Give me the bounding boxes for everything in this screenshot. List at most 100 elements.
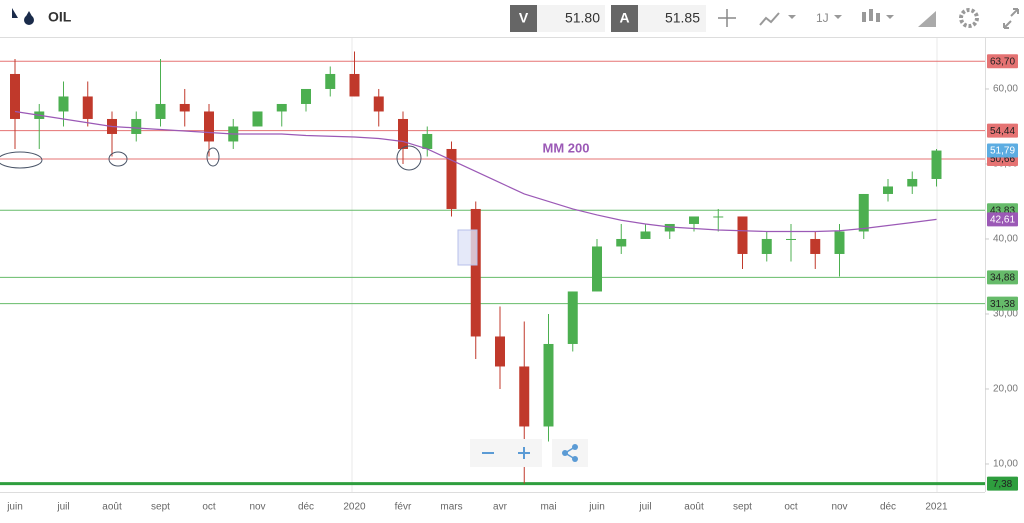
y-tick-label: 30,00	[993, 309, 1018, 320]
logo	[12, 8, 34, 25]
price-badge-label: 31,38	[990, 299, 1015, 310]
candle-body	[276, 103, 287, 112]
candle-body	[664, 223, 675, 232]
x-tick-label: mars	[440, 502, 462, 513]
price-badge-label: 63,70	[990, 56, 1015, 67]
ask-button[interactable]	[611, 5, 638, 32]
candle-body	[713, 216, 724, 218]
crosshair-button[interactable]	[718, 9, 736, 27]
ask-label: A	[619, 10, 629, 26]
dropdown	[886, 15, 894, 19]
price-badge	[987, 476, 1018, 491]
x-tick-label: août	[684, 502, 704, 513]
x-tick-label: sept	[733, 502, 752, 513]
y-tick-label: 40,00	[993, 234, 1018, 245]
candle-body	[858, 193, 869, 232]
zoom-controls	[470, 439, 588, 467]
price-badge-label: 43,83	[990, 205, 1015, 216]
candle-body	[446, 148, 457, 209]
price-badge-label: 42,61	[990, 215, 1015, 226]
dropdown	[788, 15, 796, 19]
price-badge-label: 34,88	[990, 273, 1015, 284]
x-tick-label: déc	[880, 502, 896, 513]
candle-body	[737, 216, 748, 254]
y-tick-label: 20,00	[993, 384, 1018, 395]
candle-body	[786, 238, 796, 240]
ask: 51.85	[665, 10, 700, 26]
candle-body	[519, 366, 530, 427]
candle-body	[592, 246, 602, 292]
candle-body	[325, 73, 336, 89]
settings-button[interactable]	[959, 8, 979, 28]
plot	[0, 51, 985, 486]
bid-box	[537, 5, 605, 32]
bid-label: V	[519, 10, 529, 26]
candle-body	[301, 88, 311, 104]
price-badge	[987, 143, 1018, 158]
candle-body	[131, 118, 142, 134]
x-tick-label: juil	[56, 502, 69, 513]
dropdown	[834, 15, 842, 19]
candle-button[interactable]	[862, 9, 880, 22]
zoom-bar	[470, 439, 542, 467]
share-button[interactable]	[562, 444, 578, 462]
price-badge-label: 54,44	[990, 126, 1015, 137]
candle-body	[252, 111, 263, 127]
price-badge	[987, 296, 1018, 311]
price-badge-label: 51,79	[990, 146, 1015, 157]
bid: 51.80	[565, 10, 600, 26]
symbol: OIL	[48, 9, 72, 25]
price-badge-label: 50,66	[990, 154, 1015, 165]
price-badge	[987, 212, 1018, 227]
fullscreen-button[interactable]	[1003, 8, 1019, 29]
x-tick-label: oct	[784, 502, 798, 513]
y-tick-label: 60,00	[993, 84, 1018, 95]
candle-body	[543, 343, 554, 427]
share-box	[552, 439, 588, 467]
candle-body	[495, 336, 505, 367]
candle-body	[349, 73, 360, 97]
moving-average	[14, 110, 937, 233]
candle-body	[567, 291, 578, 344]
price-badge	[987, 270, 1018, 285]
bid-button[interactable]	[510, 5, 537, 32]
draw-button[interactable]	[918, 11, 936, 27]
candle-body	[82, 96, 93, 119]
gap-box	[457, 229, 478, 266]
x-tick-label: sept	[151, 502, 170, 513]
period-button[interactable]: 1J	[816, 11, 829, 25]
chart-type-button[interactable]	[759, 12, 780, 26]
price-badge	[987, 54, 1018, 69]
x-tick-label: juin	[6, 502, 23, 513]
x-tick-label: nov	[249, 502, 265, 513]
candle-body	[10, 73, 20, 119]
zoom-in[interactable]	[518, 447, 530, 459]
candle-body	[907, 178, 918, 187]
candle-body	[398, 118, 408, 149]
x-tick-label: avr	[493, 502, 508, 513]
x-tick-label: 2020	[343, 502, 366, 513]
y-tick-label: 10,00	[993, 459, 1018, 470]
price-badge	[987, 123, 1018, 138]
candle-body	[810, 238, 821, 254]
x-tick-label: juin	[588, 502, 605, 513]
x-tick-label: oct	[202, 502, 216, 513]
candle-body	[204, 111, 214, 142]
candle-body	[58, 96, 69, 112]
candle-body	[470, 208, 481, 337]
x-tick-label: nov	[831, 502, 847, 513]
candle-body	[640, 231, 651, 239]
candle-body	[179, 103, 190, 112]
ask-box	[638, 5, 706, 32]
x-tick-label: févr	[395, 502, 412, 513]
candle-body	[373, 96, 384, 112]
x-tick-label: mai	[540, 502, 556, 513]
price-badge-label: 7,38	[993, 479, 1013, 490]
candle-body	[931, 150, 942, 179]
candle-body	[616, 238, 627, 247]
candle-body	[422, 133, 433, 149]
x-tick-label: juil	[638, 502, 651, 513]
candle-body	[883, 186, 893, 194]
candle-body	[155, 103, 166, 119]
